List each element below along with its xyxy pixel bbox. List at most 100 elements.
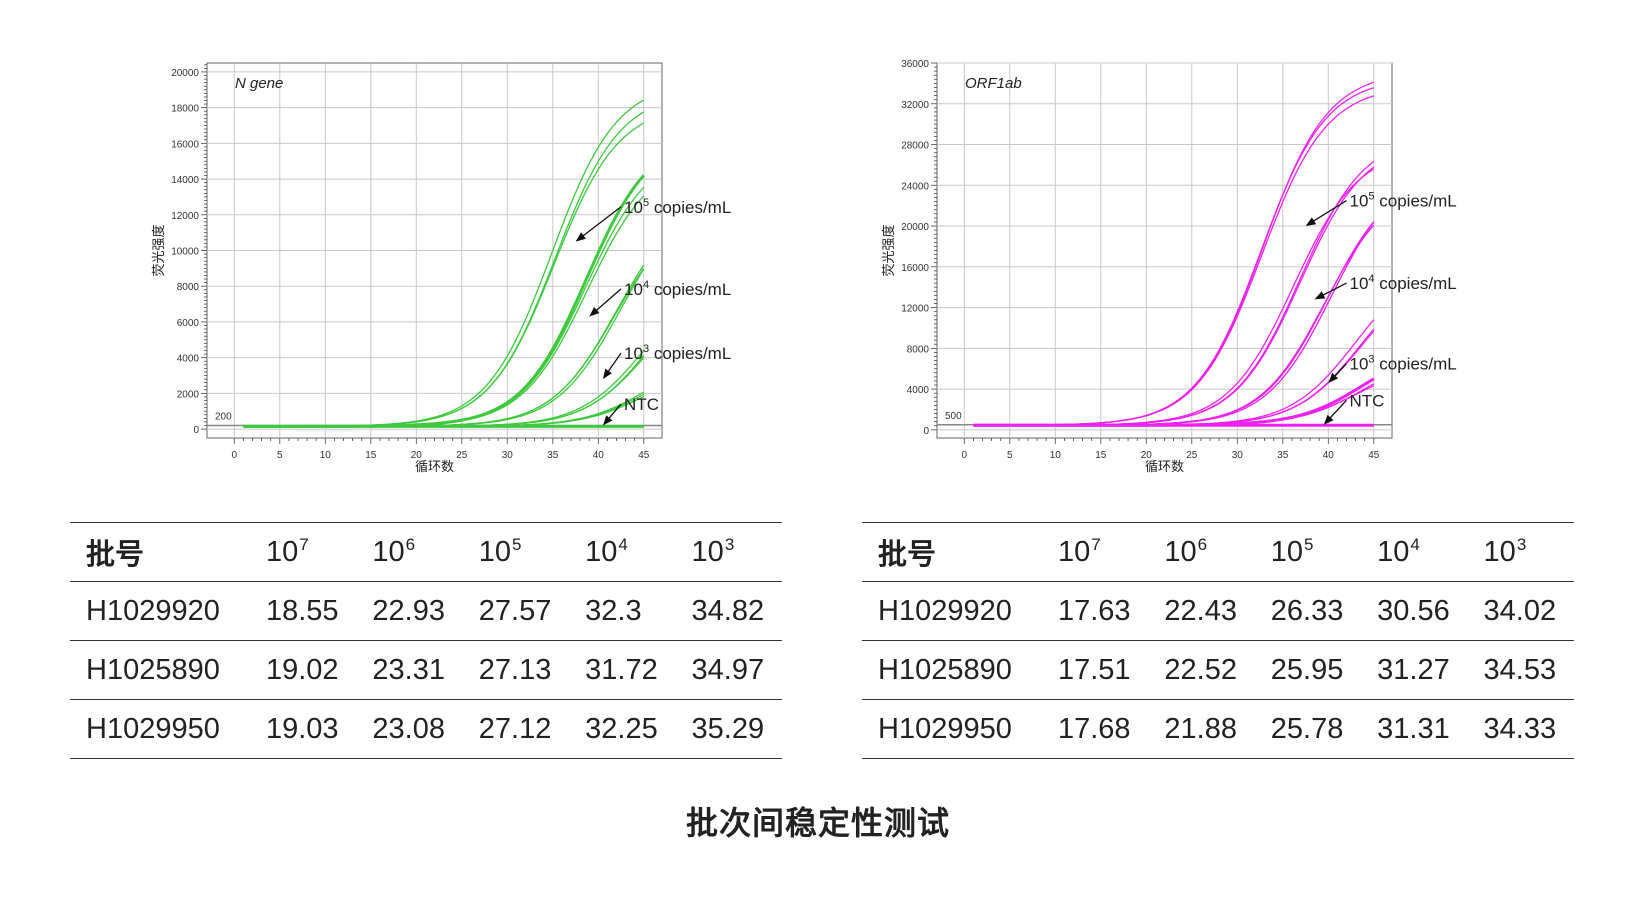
batch-cell: H1025890 — [86, 653, 220, 686]
ct-cell: 27.13 — [478, 653, 552, 686]
amplification-plot: 0 4000 8000 12000 16000 20000 24000 28000 32000 3… — [881, 59, 1457, 475]
x-tick-label: 15 — [1095, 450, 1107, 461]
y-tick-label: 24000 — [901, 181, 929, 192]
col-header-1e6: 106 — [1164, 535, 1208, 568]
ct-cell: 31.72 — [585, 653, 658, 686]
table-row: H1029950 19.03 23.08 27.12 32.25 35.29 — [70, 700, 782, 759]
x-tick-label: 15 — [365, 450, 377, 461]
orf1ab-chart: 0 4000 8000 12000 16000 20000 24000 28000 32000 3… — [875, 55, 1555, 475]
ct-cell: 34.97 — [691, 653, 765, 686]
x-tick-label: 30 — [502, 450, 514, 461]
batch-cell: H1029920 — [86, 594, 220, 627]
threshold-label: 500 — [945, 411, 962, 422]
ct-cell: 22.43 — [1164, 594, 1237, 627]
x-tick-label: 20 — [1141, 450, 1153, 461]
x-tick-label: 10 — [320, 450, 332, 461]
ct-cell: 18.55 — [265, 594, 339, 627]
threshold-label: 200 — [215, 412, 232, 423]
col-header-1e6: 106 — [372, 535, 416, 568]
ct-cell: 34.82 — [691, 594, 765, 627]
y-tick-label: 20000 — [171, 68, 199, 79]
ct-cell: 32.3 — [585, 594, 642, 627]
ct-cell: 31.31 — [1377, 712, 1450, 745]
col-header-1e3: 103 — [1483, 535, 1527, 568]
x-tick-label: 45 — [1368, 450, 1380, 461]
annotation-arrowhead — [602, 415, 613, 426]
ct-cell: 17.51 — [1057, 653, 1131, 686]
x-tick-label: 30 — [1232, 450, 1244, 461]
annotation-arrow-line — [581, 206, 622, 238]
y-tick-label: 8000 — [177, 282, 200, 293]
batch-header: 批号 — [878, 539, 937, 571]
amplification-curve — [243, 396, 645, 428]
ct-cell: 26.33 — [1270, 594, 1344, 627]
ct-cell: 25.78 — [1270, 712, 1344, 745]
y-tick-label: 18000 — [171, 104, 199, 115]
y-tick-label: 0 — [923, 426, 929, 437]
y-tick-label: 0 — [193, 425, 199, 436]
y-axis-label: 荧光强度 — [151, 224, 167, 276]
ct-cell: 34.33 — [1483, 712, 1557, 745]
annotation-arrow-line — [607, 403, 622, 420]
annotation-arrowhead — [602, 368, 612, 380]
y-tick-label: 36000 — [901, 59, 929, 70]
x-tick-label: 40 — [593, 450, 605, 461]
ct-cell: 22.52 — [1164, 653, 1237, 686]
col-header-1e7: 107 — [265, 535, 309, 568]
batch-cell: H1025890 — [878, 653, 1012, 686]
annotation-arrow-line — [606, 352, 622, 373]
y-tick-label: 16000 — [901, 263, 929, 274]
ct-cell: 27.12 — [478, 712, 552, 745]
annotation-label: 104 copies/mL — [624, 279, 731, 299]
batch-header: 批号 — [86, 539, 145, 571]
ct-cell: 25.95 — [1270, 653, 1344, 686]
annotation-arrowhead — [1328, 372, 1339, 383]
annotation-label: NTC — [624, 395, 659, 414]
y-tick-label: 4000 — [907, 385, 930, 396]
col-header-1e3: 103 — [691, 535, 735, 568]
annotation-label: 105 copies/mL — [624, 197, 731, 217]
annotation-arrow-line — [1321, 282, 1347, 297]
ct-cell: 34.02 — [1483, 594, 1557, 627]
ct-cell: 34.53 — [1483, 653, 1557, 686]
table-row: H1029950 17.68 21.88 25.78 31.31 34.33 — [862, 700, 1574, 759]
ct-cell: 17.68 — [1057, 712, 1131, 745]
chart-title: N gene — [235, 75, 283, 92]
annotation-arrow-line — [1311, 200, 1347, 223]
x-tick-label: 25 — [456, 450, 468, 461]
y-tick-label: 8000 — [907, 344, 930, 355]
ct-cell: 21.88 — [1164, 712, 1237, 745]
ct-cell: 22.93 — [372, 594, 445, 627]
col-header-1e7: 107 — [1057, 535, 1101, 568]
orf1ab-ct-table: 批号 107 106 105 104 103 H1029920 17.63 22… — [862, 522, 1574, 759]
table-row: H1029920 17.63 22.43 26.33 30.56 34.02 — [862, 582, 1574, 641]
x-tick-label: 35 — [1277, 450, 1289, 461]
y-axis-label: 荧光强度 — [881, 224, 897, 276]
y-tick-label: 20000 — [901, 222, 929, 233]
y-tick-label: 32000 — [901, 100, 929, 111]
table-header-row: 批号 107 106 105 104 103 — [70, 522, 782, 582]
plot-area — [936, 62, 1393, 439]
annotation-arrow-line — [594, 288, 622, 312]
x-tick-label: 5 — [1007, 450, 1013, 461]
x-tick-label: 45 — [638, 450, 650, 461]
annotation-label: 103 copies/mL — [624, 343, 731, 363]
x-tick-label: 40 — [1323, 450, 1335, 461]
y-tick-label: 28000 — [901, 141, 929, 152]
annotation-label: 104 copies/mL — [1350, 273, 1457, 293]
y-tick-label: 10000 — [171, 247, 199, 258]
annotation-arrow-line — [1328, 399, 1347, 420]
annotation-arrowhead — [589, 307, 600, 317]
x-axis-label: 循环数 — [415, 460, 454, 475]
ct-cell: 23.08 — [372, 712, 445, 745]
x-axis-label: 循环数 — [1145, 460, 1184, 475]
x-tick-label: 0 — [962, 450, 968, 461]
x-tick-label: 25 — [1186, 450, 1198, 461]
annotation-label: 105 copies/mL — [1350, 191, 1457, 211]
n-gene-chart: 0 2000 4000 6000 8000 10000 12000 14000 16000 180… — [145, 55, 825, 475]
ct-cell: 35.29 — [691, 712, 765, 745]
annotation-arrowhead — [1305, 217, 1317, 226]
y-tick-label: 12000 — [171, 211, 199, 222]
ct-cell: 23.31 — [372, 653, 445, 686]
y-tick-label: 16000 — [171, 139, 199, 150]
